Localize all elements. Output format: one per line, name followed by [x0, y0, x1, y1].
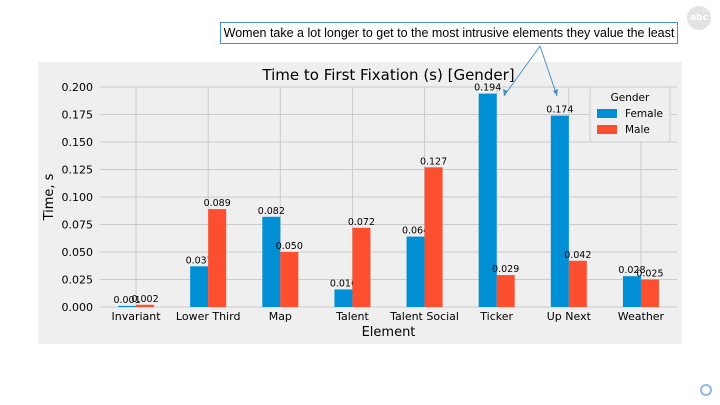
bar-female [622, 276, 641, 307]
bar-value-label: 0.029 [492, 264, 519, 275]
y-tick-label: 0.000 [62, 301, 94, 314]
bar-value-label: 0.194 [474, 83, 501, 94]
logo-text: abc [690, 13, 708, 23]
legend-label-female: Female [625, 108, 663, 120]
bar-male [568, 260, 587, 307]
x-tick-label: Invariant [112, 310, 162, 323]
bar-value-label: 0.002 [131, 294, 158, 305]
bar-female [478, 93, 497, 307]
bar-male [640, 279, 659, 307]
x-axis-label: Element [362, 325, 416, 340]
bar-female [118, 305, 137, 307]
x-tick-label: Up Next [547, 310, 592, 323]
y-tick-label: 0.200 [62, 81, 94, 94]
y-tick-label: 0.025 [62, 274, 94, 287]
bar-female [262, 216, 281, 307]
bar-male [280, 252, 299, 307]
y-tick-label: 0.075 [62, 219, 94, 232]
callout-box: Women take a lot longer to get to the mo… [220, 22, 678, 44]
bar-value-label: 0.082 [258, 206, 285, 217]
y-tick-label: 0.150 [62, 136, 94, 149]
bar-female [550, 115, 569, 307]
bar-male [352, 227, 371, 307]
callout-arrowhead [503, 89, 508, 96]
legend-title: Gender [611, 92, 650, 104]
bar-value-label: 0.072 [348, 217, 375, 228]
callout-pointer [503, 45, 541, 97]
bar-value-label: 0.050 [276, 241, 303, 252]
y-axis-label: Time, s [42, 173, 57, 221]
y-tick-label: 0.100 [62, 191, 94, 204]
x-tick-label: Lower Third [176, 310, 241, 323]
callout-pointer [539, 45, 558, 97]
x-tick-label: Talent [335, 310, 369, 323]
bar-female [190, 266, 209, 307]
chart-title: Time to First Fixation (s) [Gender] [261, 66, 514, 84]
x-tick-label: Ticker [479, 310, 513, 323]
bar-value-label: 0.028 [618, 265, 645, 276]
x-tick-label: Map [269, 310, 292, 323]
bar-value-label: 0.025 [636, 269, 663, 280]
y-tick-label: 0.125 [62, 164, 94, 177]
bar-value-label: 0.064 [402, 226, 429, 237]
bar-male [496, 275, 515, 307]
bar-value-label: 0.089 [204, 198, 231, 209]
y-tick-label: 0.175 [62, 109, 94, 122]
bar-value-label: 0.037 [186, 255, 213, 266]
legend-swatch-male [597, 125, 617, 134]
x-tick-label: Weather [618, 310, 665, 323]
bar-female [406, 236, 425, 307]
legend-label-male: Male [625, 124, 650, 136]
bar-male [424, 167, 443, 307]
callout-arrowhead [553, 89, 558, 96]
bar-value-label: 0.016 [330, 278, 357, 289]
corner-circle-icon [700, 384, 712, 396]
bar-male [208, 209, 227, 307]
bar-male [136, 304, 155, 307]
y-tick-label: 0.050 [62, 246, 94, 259]
bar-value-label: 0.174 [546, 105, 573, 116]
legend-swatch-female [597, 109, 617, 118]
x-tick-label: Talent Social [389, 310, 459, 323]
abc-logo: abc [687, 6, 711, 30]
bar-value-label: 0.127 [420, 156, 447, 167]
bar-female [334, 289, 353, 307]
callout-text: Women take a lot longer to get to the mo… [223, 26, 675, 40]
bar-value-label: 0.042 [564, 250, 591, 261]
bar-value-label: 0.001 [113, 295, 140, 306]
